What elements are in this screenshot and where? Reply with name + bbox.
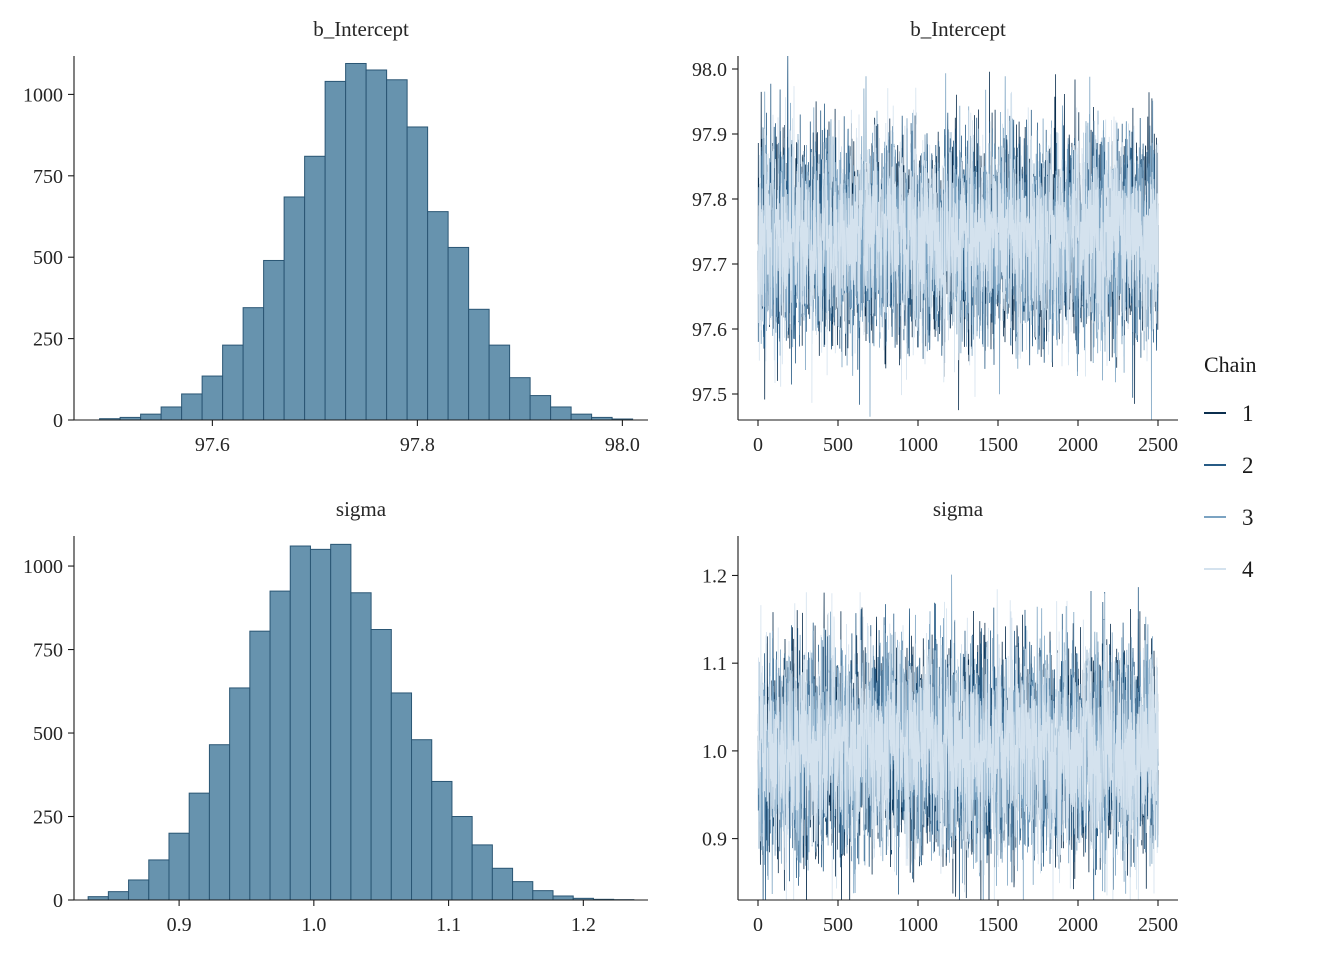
svg-text:250: 250 xyxy=(33,807,63,829)
svg-text:500: 500 xyxy=(33,723,63,745)
legend-item-chain-2: 2 xyxy=(1204,452,1254,478)
svg-text:98.0: 98.0 xyxy=(692,59,727,81)
svg-text:0: 0 xyxy=(753,914,763,936)
svg-text:97.8: 97.8 xyxy=(692,189,727,211)
svg-text:1.1: 1.1 xyxy=(702,653,727,675)
svg-text:97.5: 97.5 xyxy=(692,384,727,406)
legend-item-label: 4 xyxy=(1242,556,1254,582)
svg-text:1000: 1000 xyxy=(23,556,63,578)
svg-text:1.0: 1.0 xyxy=(702,741,727,763)
svg-text:97.7: 97.7 xyxy=(692,254,727,276)
svg-text:sigma: sigma xyxy=(933,497,984,521)
svg-text:500: 500 xyxy=(823,434,853,456)
trace-plot-sigma: sigma 0.9 1.0 1.1 1.2 0 500 1000 1500 2000 2500 xyxy=(664,480,1188,960)
svg-text:2500: 2500 xyxy=(1138,914,1178,936)
chain-1-line-swatch xyxy=(1204,412,1226,414)
legend-item-chain-4: 4 xyxy=(1204,556,1254,582)
legend-item-label: 1 xyxy=(1242,400,1254,426)
svg-text:97.6: 97.6 xyxy=(195,434,230,456)
svg-text:1000: 1000 xyxy=(898,914,938,936)
svg-text:0: 0 xyxy=(753,434,763,456)
svg-text:1.1: 1.1 xyxy=(436,914,461,936)
histogram-b-intercept: b_Intercept 0 250 500 750 1000 97.6 97.8 98.0 xyxy=(0,0,664,480)
svg-text:500: 500 xyxy=(823,914,853,936)
svg-text:1000: 1000 xyxy=(898,434,938,456)
svg-text:0.9: 0.9 xyxy=(702,829,727,851)
svg-text:97.6: 97.6 xyxy=(692,319,727,341)
trace-plot-b-intercept: b_Intercept 97.5 97.6 97.7 97.8 97.9 98.0 0 500 1… xyxy=(664,0,1188,480)
chain-3-line-swatch xyxy=(1204,516,1226,518)
svg-text:500: 500 xyxy=(33,247,63,269)
svg-text:1.0: 1.0 xyxy=(301,914,326,936)
svg-text:b_Intercept: b_Intercept xyxy=(910,17,1006,41)
chain-4-line-swatch xyxy=(1204,568,1226,570)
histogram-sigma: sigma 0 250 500 750 1000 0.9 1.0 1.1 1.2 xyxy=(0,480,664,960)
svg-text:0: 0 xyxy=(53,890,63,912)
svg-text:2000: 2000 xyxy=(1058,434,1098,456)
svg-text:0: 0 xyxy=(53,410,63,432)
svg-text:2500: 2500 xyxy=(1138,434,1178,456)
svg-text:1500: 1500 xyxy=(978,914,1018,936)
svg-text:750: 750 xyxy=(33,166,63,188)
svg-text:1500: 1500 xyxy=(978,434,1018,456)
svg-text:2000: 2000 xyxy=(1058,914,1098,936)
legend-title: Chain xyxy=(1204,352,1257,377)
chain-legend: Chain 1 2 3 4 xyxy=(1188,0,1344,960)
svg-text:sigma: sigma xyxy=(336,497,387,521)
svg-text:250: 250 xyxy=(33,329,63,351)
svg-text:0.9: 0.9 xyxy=(167,914,192,936)
legend-item-label: 3 xyxy=(1242,504,1254,530)
svg-text:750: 750 xyxy=(33,640,63,662)
legend-item-chain-1: 1 xyxy=(1204,400,1254,426)
svg-text:1.2: 1.2 xyxy=(571,914,596,936)
legend-item-label: 2 xyxy=(1242,452,1254,478)
svg-text:1.2: 1.2 xyxy=(702,565,727,587)
svg-text:97.9: 97.9 xyxy=(692,124,727,146)
svg-text:98.0: 98.0 xyxy=(605,434,640,456)
svg-text:97.8: 97.8 xyxy=(400,434,435,456)
svg-text:1000: 1000 xyxy=(23,84,63,106)
legend-item-chain-3: 3 xyxy=(1204,504,1254,530)
svg-text:b_Intercept: b_Intercept xyxy=(313,17,409,41)
chain-2-line-swatch xyxy=(1204,464,1226,466)
